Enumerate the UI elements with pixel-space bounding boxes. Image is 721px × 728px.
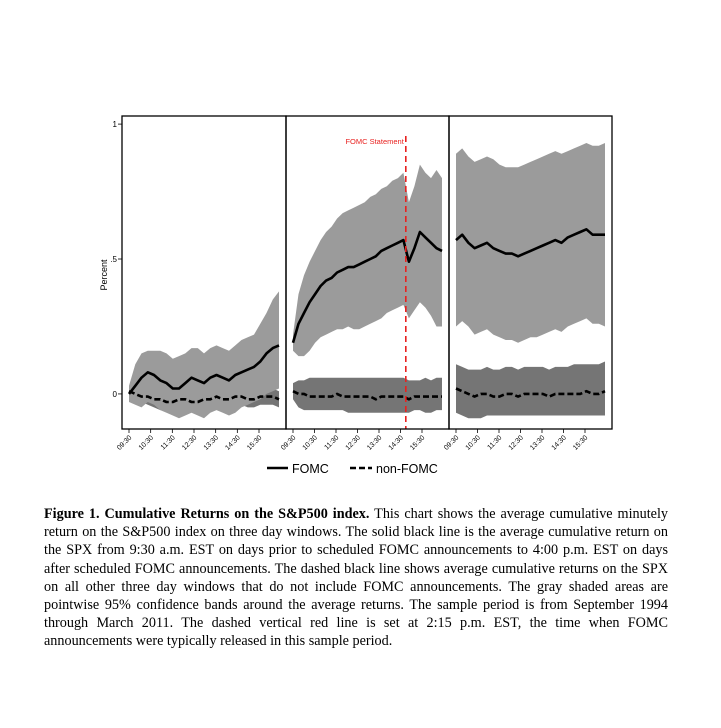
panel-2-xtick-label: 13:30 (366, 434, 383, 451)
panel-1-xtick-label: 12:30 (181, 434, 198, 451)
panel-2-band-nonfomc (293, 377, 442, 413)
legend-fomc-label: FOMC (292, 462, 329, 476)
panel-3-xtick-label: 10:30 (465, 434, 482, 451)
panel-2-xtick-label: 11:30 (323, 434, 340, 451)
panel-1-xtick-label: 14:30 (224, 434, 241, 451)
panel-1-line-fomc (127, 344, 280, 395)
panel-2-xtick-label: 15:30 (409, 434, 426, 451)
y-axis-label: Percent (99, 259, 109, 291)
panel-3-band-nonfomc (456, 361, 605, 419)
panel-3-line-fomc (455, 228, 605, 258)
panel-2-line-nonfomc (292, 390, 442, 401)
panel-3-line-nonfomc (455, 387, 606, 398)
panel-1-xtick-label: 15:30 (246, 434, 263, 451)
panel-3-xtick-label: 11:30 (486, 434, 503, 451)
panel-1-xtick-label: 11:30 (160, 434, 177, 451)
ytick-label: .5 (110, 255, 117, 264)
panel-2-xtick-label: 10:30 (302, 434, 319, 451)
panel-1-xtick-label: 09:30 (116, 434, 133, 451)
panel-3-xtick-label: 09:30 (443, 434, 460, 451)
panel-2: FOMC Statement 09:30 10:30 11:30 12:30 13:30 1… (280, 115, 450, 452)
panel-2-xtick-label: 14:30 (388, 434, 405, 451)
panel-1-xtick-label: 10:30 (138, 434, 155, 451)
panel-2-xtick-label: 09:30 (280, 434, 297, 451)
fomc-statement-label: FOMC Statement (345, 137, 404, 146)
panel-1-band-fomc (129, 291, 279, 419)
panel-1: 09:30 10:30 11:30 12:30 13:30 14:30 15:30 (116, 115, 287, 452)
legend-nonfomc-label: non-FOMC (376, 462, 438, 476)
panel-3-xtick-label: 14:30 (551, 434, 568, 451)
panel-3-xtick-label: 15:30 (572, 434, 589, 451)
panel-3-xtick-label: 12:30 (508, 434, 525, 451)
caption-label: Figure 1. Cumulative Returns on the S&P5… (44, 506, 370, 522)
panel-1-line-nonfomc (128, 390, 280, 404)
figure-caption: Figure 1. Cumulative Returns on the S&P5… (44, 505, 668, 651)
panel-1-xtick-label: 13:30 (203, 434, 220, 451)
panel-3-frame (448, 115, 613, 430)
cumulative-returns-chart: 09:30 10:30 11:30 12:30 13:30 14:30 15:30FOMC … (99, 115, 613, 476)
panel-2-xtick-label: 12:30 (345, 434, 362, 451)
caption-text: This chart shows the average cumulative … (44, 506, 668, 650)
ytick-label: 0 (113, 390, 118, 399)
panel-3-xtick-label: 13:30 (529, 434, 546, 451)
legend: FOMC non-FOMC (267, 462, 438, 476)
ytick-label: 1 (113, 120, 118, 129)
panel-2-line-fomc (291, 230, 443, 344)
panel-3-band-fomc (456, 143, 605, 343)
panel-3: 09:30 10:30 11:30 12:30 13:30 14:30 15:30 (443, 115, 613, 452)
